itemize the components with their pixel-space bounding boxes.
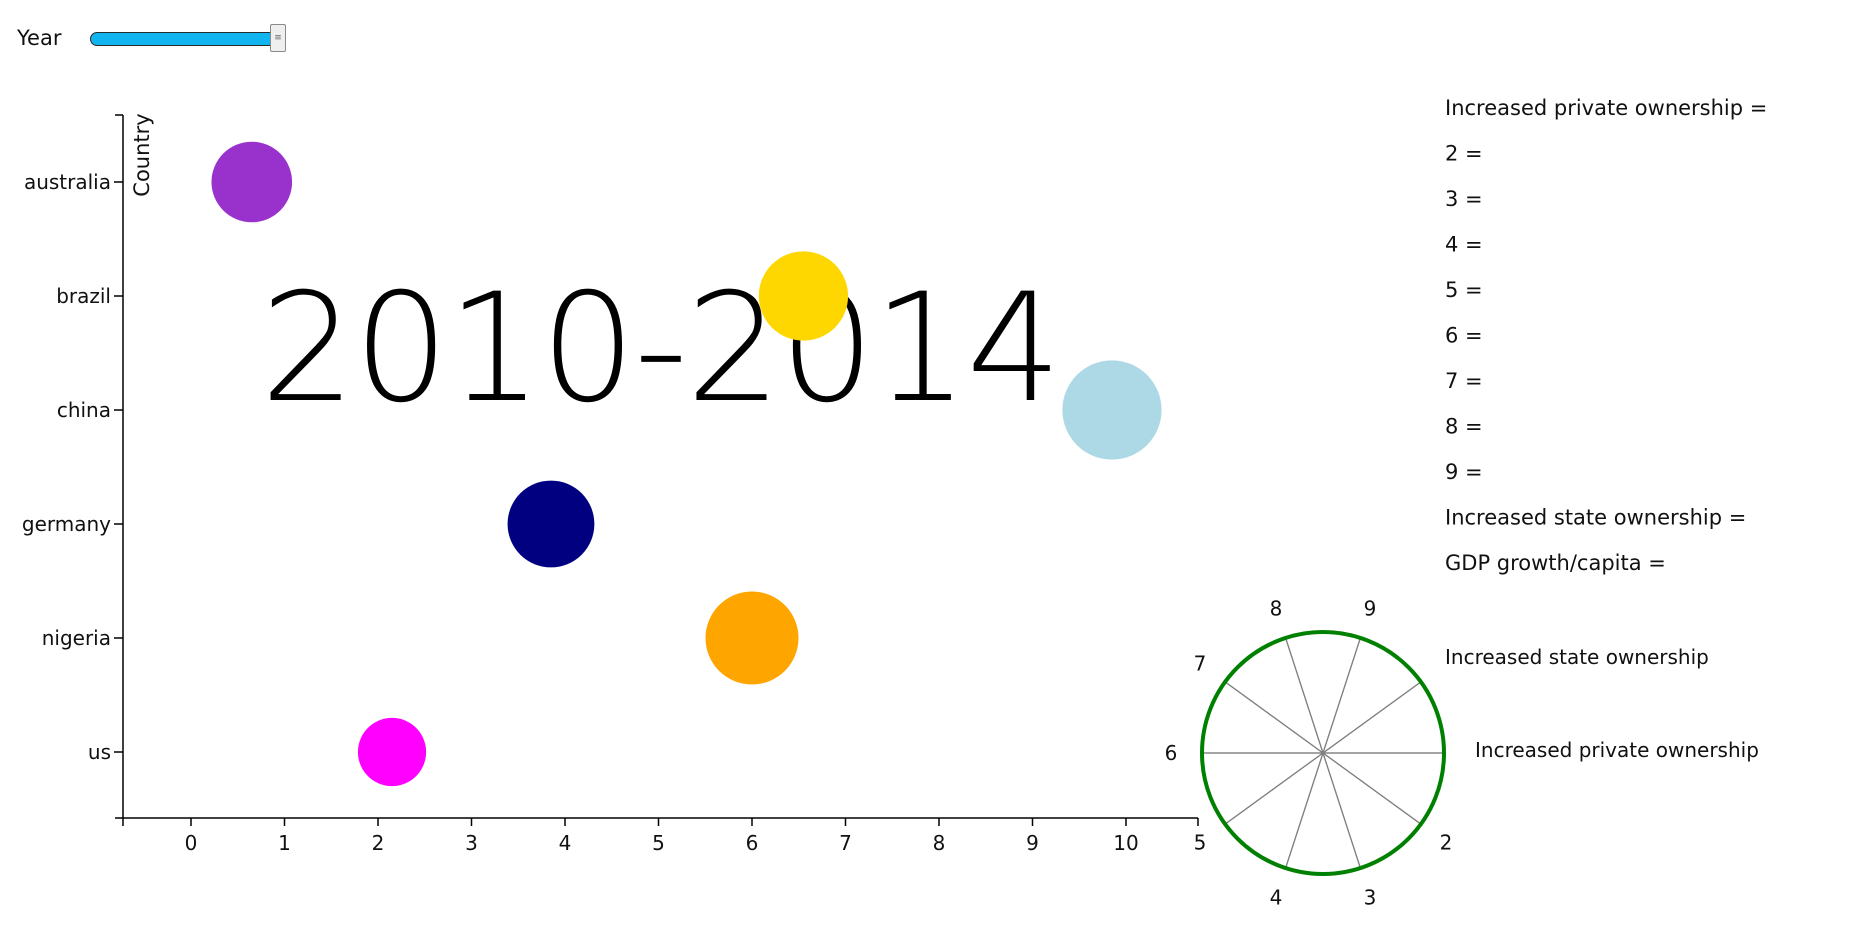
legend-line: 6 = <box>1445 324 1483 348</box>
radial-key: Increased private ownership 2 3 4 5 6 7 8 9 Incre… <box>1165 596 1759 909</box>
x-tick-label: 9 <box>1026 831 1039 855</box>
x-tick-label: 0 <box>185 831 198 855</box>
points-layer <box>211 141 1162 787</box>
radial-label: 7 <box>1194 652 1207 676</box>
radial-label: 6 <box>1165 741 1178 765</box>
radial-label: 2 <box>1440 830 1453 854</box>
x-tick-label: 7 <box>839 831 852 855</box>
radial-label: Increased private ownership <box>1475 738 1759 762</box>
radial-label: 3 <box>1364 886 1377 910</box>
legend-line: GDP growth/capita = <box>1445 551 1666 575</box>
radial-label: Increased state ownership <box>1445 645 1709 669</box>
y-tick-label: china <box>57 398 111 422</box>
bubble-australia[interactable] <box>211 141 293 223</box>
x-tick-label: 3 <box>465 831 478 855</box>
y-tick-label: brazil <box>56 284 111 308</box>
legend-line: Increased state ownership = <box>1445 506 1746 530</box>
y-axis-title-layer: Country <box>130 113 154 196</box>
y-tick-label: us <box>88 740 111 764</box>
x-tick-label: 1 <box>278 831 291 855</box>
year-slider-handle[interactable]: ≡ <box>270 24 286 52</box>
x-tick-label: 10 <box>1113 831 1138 855</box>
bubble-brazil[interactable] <box>758 251 849 341</box>
radial-label: 8 <box>1270 596 1283 620</box>
radial-label: 9 <box>1364 596 1377 620</box>
legend-line: 8 = <box>1445 415 1483 439</box>
x-tick-label: 2 <box>372 831 385 855</box>
legend-line: 9 = <box>1445 460 1483 484</box>
bubble-china[interactable] <box>1062 360 1162 460</box>
radial-label: 4 <box>1270 886 1283 910</box>
legend-line: 3 = <box>1445 187 1483 211</box>
radial-ring <box>1200 630 1446 876</box>
legend-line: 2 = <box>1445 142 1483 166</box>
y-tick-label: germany <box>22 512 111 536</box>
period-title-layer: 2010-2014 <box>260 262 1062 436</box>
bubble-nigeria[interactable] <box>705 591 799 685</box>
bubble-us[interactable] <box>357 717 427 787</box>
x-tick-label: 4 <box>559 831 572 855</box>
axes-layer: 0 1 2 3 4 5 6 7 8 9 10 australia brazil china germany n… <box>22 114 1199 855</box>
y-tick-label: australia <box>24 170 111 194</box>
legend: Increased private ownership = 2 = 3 = 4 = 5 … <box>1445 96 1767 575</box>
x-tick-label: 8 <box>933 831 946 855</box>
bubble-germany[interactable] <box>507 480 595 568</box>
y-tick-label: nigeria <box>42 626 111 650</box>
year-label: Year <box>17 26 62 50</box>
x-tick-label: 6 <box>746 831 759 855</box>
legend-line: Increased private ownership = <box>1445 96 1767 120</box>
period-title: 2010-2014 <box>260 262 1060 436</box>
y-axis-title: Country <box>130 113 154 196</box>
legend-line: 4 = <box>1445 233 1483 257</box>
legend-line: 5 = <box>1445 278 1483 302</box>
radial-spoke <box>1224 681 1422 825</box>
legend-line: 7 = <box>1445 369 1483 393</box>
x-tick-label: 5 <box>652 831 665 855</box>
radial-label: 5 <box>1194 830 1207 854</box>
